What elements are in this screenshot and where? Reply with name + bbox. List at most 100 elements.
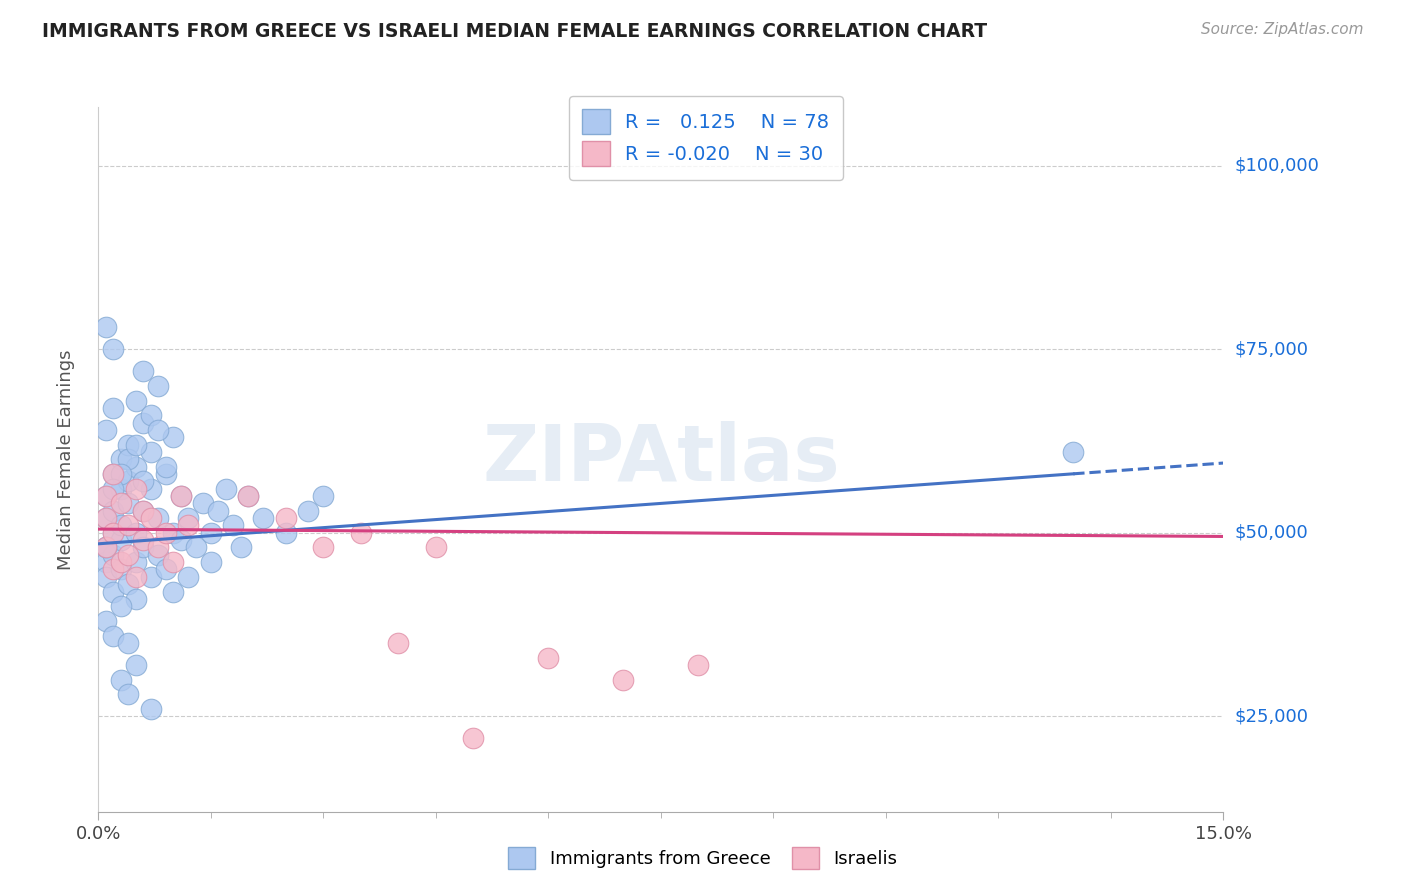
Point xyxy=(222,518,245,533)
Point xyxy=(170,489,193,503)
Point xyxy=(132,504,155,518)
Point xyxy=(117,438,139,452)
Point xyxy=(425,541,447,555)
Point xyxy=(103,401,125,415)
Point xyxy=(193,496,215,510)
Point xyxy=(103,548,125,562)
Point xyxy=(94,541,117,555)
Point xyxy=(162,584,184,599)
Text: Source: ZipAtlas.com: Source: ZipAtlas.com xyxy=(1201,22,1364,37)
Point xyxy=(103,525,125,540)
Point xyxy=(110,555,132,569)
Point xyxy=(103,482,125,496)
Point xyxy=(139,482,162,496)
Point xyxy=(125,657,148,672)
Point xyxy=(1062,445,1084,459)
Point xyxy=(312,489,335,503)
Point xyxy=(148,511,170,525)
Point xyxy=(132,541,155,555)
Point xyxy=(177,570,200,584)
Point xyxy=(125,525,148,540)
Point xyxy=(94,489,117,503)
Point xyxy=(215,482,238,496)
Point xyxy=(117,496,139,510)
Point xyxy=(148,548,170,562)
Point xyxy=(350,525,373,540)
Point xyxy=(312,541,335,555)
Point xyxy=(162,430,184,444)
Point xyxy=(125,555,148,569)
Point xyxy=(125,459,148,474)
Point xyxy=(132,416,155,430)
Point xyxy=(110,562,132,576)
Point xyxy=(132,504,155,518)
Point xyxy=(117,577,139,591)
Legend: R =   0.125    N = 78, R = -0.020    N = 30: R = 0.125 N = 78, R = -0.020 N = 30 xyxy=(569,95,842,179)
Point xyxy=(110,533,132,548)
Text: IMMIGRANTS FROM GREECE VS ISRAELI MEDIAN FEMALE EARNINGS CORRELATION CHART: IMMIGRANTS FROM GREECE VS ISRAELI MEDIAN… xyxy=(42,22,987,41)
Point xyxy=(170,533,193,548)
Point xyxy=(125,438,148,452)
Text: $25,000: $25,000 xyxy=(1234,707,1309,725)
Point xyxy=(103,562,125,576)
Point xyxy=(139,445,162,459)
Point xyxy=(463,731,485,746)
Point xyxy=(110,467,132,481)
Text: $50,000: $50,000 xyxy=(1234,524,1308,541)
Point xyxy=(110,518,132,533)
Point xyxy=(117,636,139,650)
Point xyxy=(94,489,117,503)
Point xyxy=(125,591,148,606)
Point xyxy=(274,511,297,525)
Point xyxy=(170,489,193,503)
Point xyxy=(139,570,162,584)
Point xyxy=(94,511,117,525)
Point xyxy=(612,673,634,687)
Point xyxy=(162,525,184,540)
Point xyxy=(184,541,207,555)
Point xyxy=(200,525,222,540)
Point xyxy=(110,673,132,687)
Point xyxy=(238,489,260,503)
Point xyxy=(110,599,132,614)
Point xyxy=(103,467,125,481)
Point xyxy=(297,504,319,518)
Point xyxy=(148,423,170,437)
Point xyxy=(94,570,117,584)
Point xyxy=(139,511,162,525)
Point xyxy=(139,409,162,423)
Point xyxy=(110,496,132,510)
Point xyxy=(103,467,125,481)
Point xyxy=(125,393,148,408)
Point xyxy=(103,584,125,599)
Point xyxy=(139,702,162,716)
Text: $75,000: $75,000 xyxy=(1234,340,1309,359)
Point xyxy=(387,636,409,650)
Point xyxy=(132,364,155,378)
Point xyxy=(155,525,177,540)
Point xyxy=(110,482,132,496)
Point xyxy=(238,489,260,503)
Point xyxy=(132,475,155,489)
Point xyxy=(117,452,139,467)
Point xyxy=(132,533,155,548)
Legend: Immigrants from Greece, Israelis: Immigrants from Greece, Israelis xyxy=(499,838,907,879)
Point xyxy=(155,562,177,576)
Point xyxy=(200,555,222,569)
Text: $100,000: $100,000 xyxy=(1234,157,1319,175)
Point xyxy=(207,504,229,518)
Point xyxy=(117,475,139,489)
Text: ZIPAtlas: ZIPAtlas xyxy=(482,421,839,498)
Point xyxy=(274,525,297,540)
Point xyxy=(103,629,125,643)
Point xyxy=(177,518,200,533)
Point xyxy=(94,555,117,569)
Point xyxy=(229,541,252,555)
Point xyxy=(117,518,139,533)
Point xyxy=(148,541,170,555)
Point xyxy=(688,657,710,672)
Point xyxy=(252,511,274,525)
Point xyxy=(177,511,200,525)
Point xyxy=(103,525,125,540)
Point xyxy=(94,423,117,437)
